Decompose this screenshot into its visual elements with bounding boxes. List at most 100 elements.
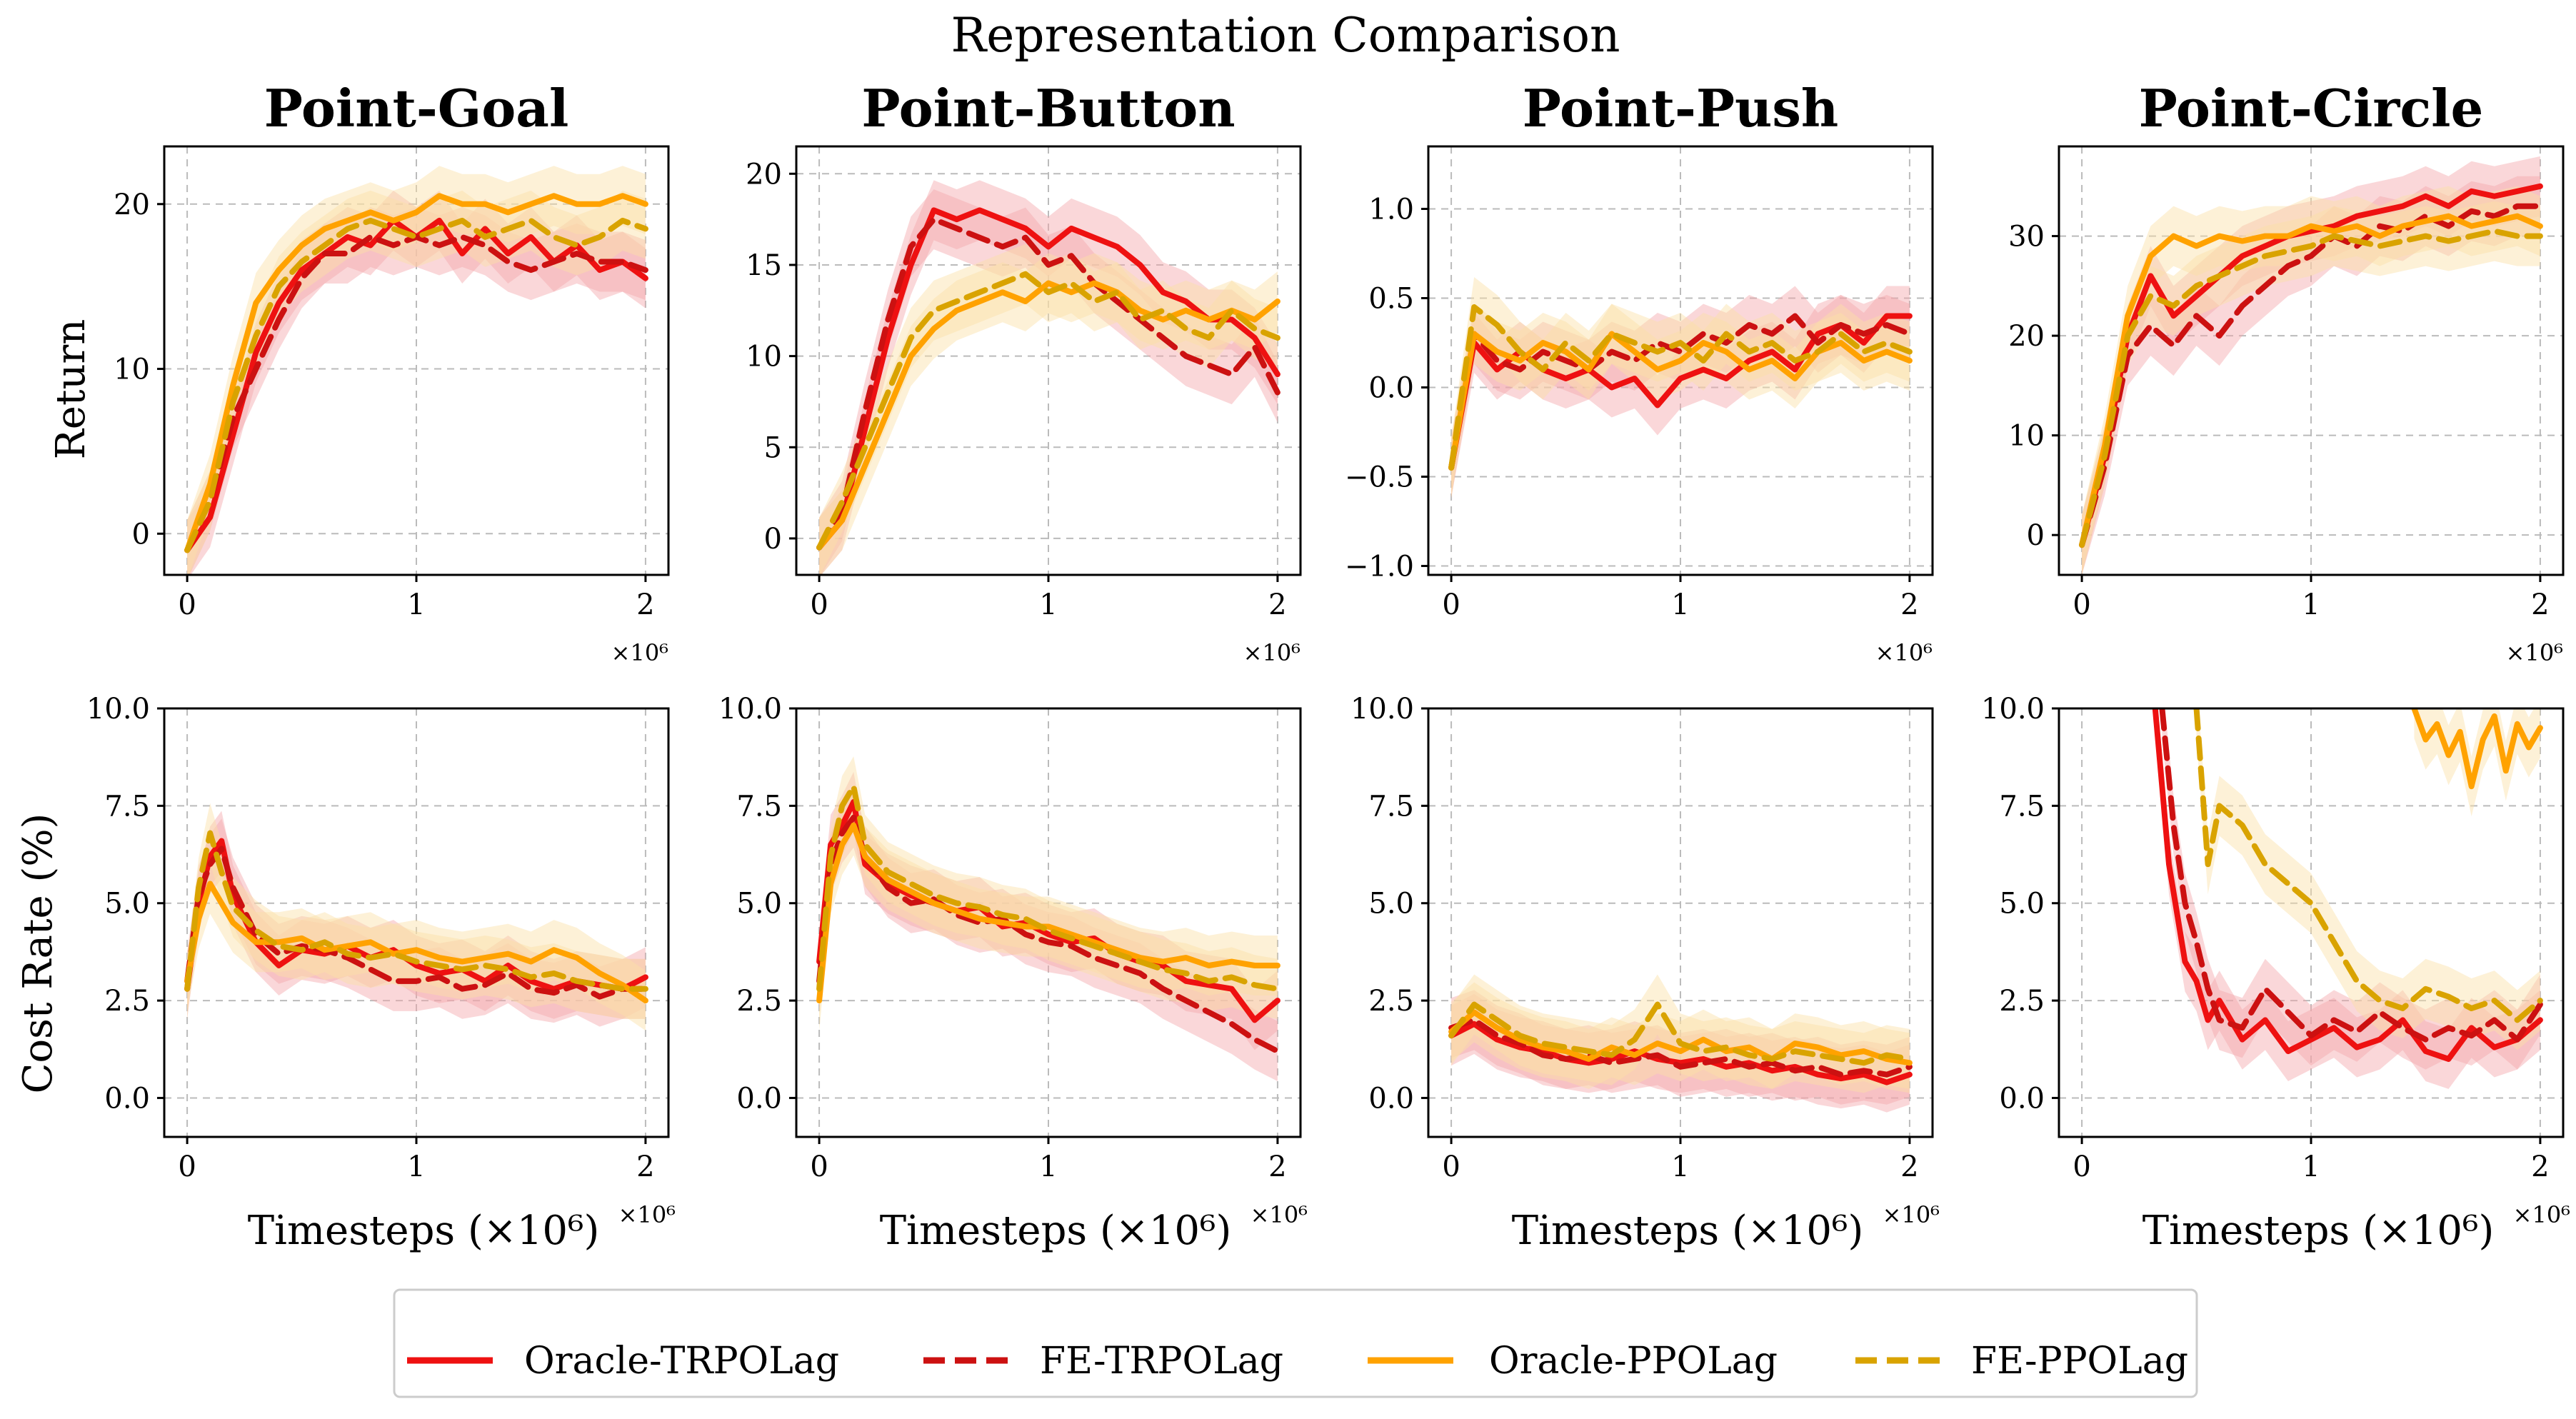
legend-label-fe-ppolag: FE-PPOLag bbox=[1971, 1340, 2188, 1383]
band-fe-ppolag bbox=[1451, 277, 1910, 498]
band-fe-trpolag bbox=[1451, 286, 1910, 498]
y-tick-label: 10 bbox=[746, 341, 782, 373]
legend-label-oracle-ppolag: Oracle-PPOLag bbox=[1489, 1340, 1778, 1383]
y-tick-label: 7.5 bbox=[1368, 790, 1414, 823]
band-oracle-trpolag bbox=[2155, 708, 2540, 1089]
panel-cost-3: 0 1 2 0.0 2.5 5.0 7.5 10.0 Timesteps (×10⁶) ×10⁶ bbox=[1350, 693, 1940, 1254]
legend-item-oracle-trpolag: Oracle-TRPOLag bbox=[407, 1340, 839, 1383]
band-fe-ppolag bbox=[1451, 974, 1910, 1093]
x-tick-label: 2 bbox=[1268, 588, 1286, 621]
panel-cost-4: 0 1 2 0.0 2.5 5.0 7.5 10.0 Timesteps (×10⁶) ×10⁶ bbox=[1981, 693, 2570, 1254]
y-tick-label: 7.5 bbox=[736, 790, 782, 823]
y-tick-label: 0.0 bbox=[1368, 1082, 1414, 1115]
x-multiplier: ×10⁶ bbox=[618, 1201, 676, 1228]
x-tick-label: 1 bbox=[2302, 588, 2320, 621]
legend-item-fe-ppolag: FE-PPOLag bbox=[1855, 1340, 2188, 1383]
panel-title: Point-Goal bbox=[264, 78, 569, 139]
y-tick-label: 5.0 bbox=[1368, 888, 1414, 921]
y-tick-label: 15 bbox=[746, 249, 782, 282]
x-tick-label: 2 bbox=[636, 588, 654, 621]
band-fe-trpolag bbox=[1451, 990, 1910, 1105]
y-tick-label: 30 bbox=[2008, 221, 2045, 254]
series-line-fe-trpolag bbox=[2079, 203, 2543, 548]
y-tick-label: 0 bbox=[2027, 519, 2045, 552]
band-fe-ppolag bbox=[2196, 708, 2540, 1051]
band-oracle-ppolag bbox=[2414, 708, 2540, 817]
band-oracle-trpolag bbox=[187, 811, 646, 1019]
series-line-fe-ppolag bbox=[1448, 304, 1913, 471]
x-tick-label: 1 bbox=[1671, 588, 1689, 621]
panel-title: Point-Push bbox=[1523, 78, 1838, 139]
y-tick-label: 1.0 bbox=[1368, 194, 1414, 226]
y-tick-label: 10.0 bbox=[86, 693, 150, 726]
legend-label-fe-trpolag: FE-TRPOLag bbox=[1040, 1340, 1283, 1383]
x-tick-label: 1 bbox=[1039, 1150, 1057, 1183]
x-tick-label: 0 bbox=[178, 1150, 196, 1183]
y-tick-label: 0.0 bbox=[104, 1082, 150, 1115]
series-line-oracle-ppolag bbox=[1448, 1009, 1913, 1066]
y-tick-label: 0 bbox=[132, 518, 150, 551]
plot-area bbox=[1448, 277, 1913, 498]
band-oracle-ppolag bbox=[187, 853, 646, 1031]
series-line-oracle-ppolag bbox=[816, 822, 1281, 1004]
plot-area bbox=[2079, 156, 2543, 575]
panel-cost-1: 0 1 2 0.0 2.5 5.0 7.5 10.0 Timesteps (×10⁶) ×10⁶ bbox=[86, 693, 676, 1254]
series-line-fe-trpolag bbox=[1448, 313, 1913, 471]
series-line-fe-trpolag bbox=[1448, 1017, 1913, 1078]
legend-label-oracle-trpolag: Oracle-TRPOLag bbox=[524, 1340, 839, 1383]
x-tick-label: 2 bbox=[2531, 1150, 2549, 1183]
panel-cost-2: 0 1 2 0.0 2.5 5.0 7.5 10.0 Timesteps (×10⁶) ×10⁶ bbox=[718, 693, 1308, 1254]
series-line-oracle-ppolag bbox=[184, 193, 648, 553]
legend: Oracle-TRPOLag FE-TRPOLag Oracle-PPOLag … bbox=[393, 1288, 2198, 1398]
x-multiplier: ×10⁶ bbox=[1243, 639, 1300, 666]
y-tick-label: 2.5 bbox=[736, 985, 782, 1018]
x-axis-label: Timesteps (×10⁶) bbox=[880, 1208, 1232, 1254]
series-line-oracle-ppolag bbox=[816, 280, 1281, 551]
cost-axis-label: Cost Rate (%) bbox=[15, 813, 61, 1094]
y-tick-label: 20 bbox=[746, 158, 782, 191]
legend-item-oracle-ppolag: Oracle-PPOLag bbox=[1368, 1340, 1778, 1383]
plot-area bbox=[184, 166, 648, 575]
y-tick-label: 7.5 bbox=[104, 790, 150, 823]
x-tick-label: 2 bbox=[1268, 1150, 1286, 1183]
plot-area bbox=[184, 803, 648, 1031]
x-multiplier: ×10⁶ bbox=[1883, 1201, 1940, 1228]
y-tick-label: 5.0 bbox=[736, 888, 782, 921]
series-line-fe-ppolag bbox=[2193, 708, 2543, 1023]
figure-suptitle: Representation Comparison bbox=[951, 8, 1620, 63]
x-multiplier: ×10⁶ bbox=[2513, 1201, 2570, 1228]
band-oracle-trpolag bbox=[819, 180, 1278, 575]
y-tick-label: 10 bbox=[2008, 420, 2045, 453]
y-tick-label: 5 bbox=[764, 431, 782, 464]
plot-area bbox=[816, 180, 1281, 575]
x-tick-label: 2 bbox=[1900, 588, 1918, 621]
series-line-oracle-trpolag bbox=[1448, 1021, 1913, 1085]
band-oracle-trpolag bbox=[819, 771, 1278, 1051]
panel-point-push: 0 1 2 −1.0 −0.5 0.0 0.5 1.0 Point-Push ×10⁶ bbox=[1345, 78, 1934, 666]
series-line-oracle-trpolag bbox=[2079, 183, 2543, 548]
y-tick-label: 2.5 bbox=[1368, 985, 1414, 1018]
plot-area bbox=[1448, 974, 1913, 1113]
band-fe-ppolag bbox=[187, 803, 646, 1019]
y-tick-label: 20 bbox=[114, 189, 150, 221]
y-tick-label: 5.0 bbox=[1999, 888, 2045, 921]
legend-item-fe-trpolag: FE-TRPOLag bbox=[923, 1340, 1283, 1383]
y-tick-label: −0.5 bbox=[1345, 461, 1414, 494]
x-multiplier: ×10⁶ bbox=[2506, 639, 2563, 666]
y-tick-label: 0.0 bbox=[1368, 372, 1414, 405]
x-tick-label: 0 bbox=[810, 588, 828, 621]
y-tick-label: −1.0 bbox=[1345, 551, 1414, 583]
x-tick-label: 0 bbox=[1442, 1150, 1460, 1183]
y-tick-label: 0.5 bbox=[1368, 283, 1414, 316]
band-fe-trpolag bbox=[187, 206, 646, 575]
series-line-fe-ppolag bbox=[816, 783, 1281, 992]
x-tick-label: 2 bbox=[1900, 1150, 1918, 1183]
y-tick-label: 2.5 bbox=[104, 985, 150, 1018]
x-tick-label: 0 bbox=[2073, 588, 2090, 621]
band-fe-ppolag bbox=[187, 190, 646, 575]
x-multiplier: ×10⁶ bbox=[611, 639, 668, 666]
x-tick-label: 0 bbox=[178, 588, 196, 621]
